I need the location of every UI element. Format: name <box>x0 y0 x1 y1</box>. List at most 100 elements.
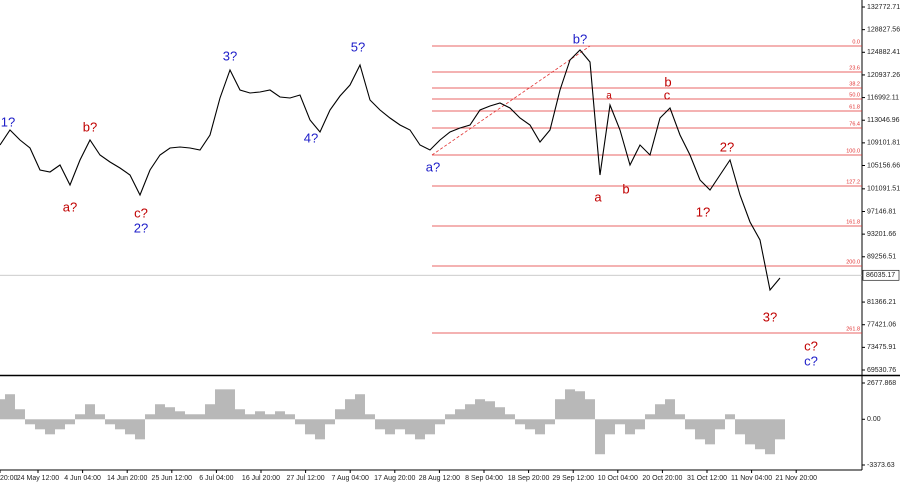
x-tick-label: 20:00 <box>0 475 18 482</box>
wave-label: a? <box>63 199 77 214</box>
y-tick-label: 93201.66 <box>867 231 896 238</box>
osc-bar <box>755 419 765 450</box>
osc-bar <box>175 411 185 420</box>
x-tick-label: 17 Aug 20:00 <box>374 475 415 482</box>
y-tick-label: 2677.868 <box>867 380 896 387</box>
x-tick-label: 11 Nov 04:00 <box>731 475 772 482</box>
fib-level-label: 76.4 <box>849 121 860 127</box>
osc-bar <box>0 399 5 420</box>
osc-bar <box>205 404 215 420</box>
osc-bar <box>645 414 655 420</box>
osc-bar <box>465 404 475 420</box>
fib-level-label: 23.6 <box>849 65 860 71</box>
x-tick-label: 4 Jun 04:00 <box>64 475 101 482</box>
osc-bar <box>595 419 605 455</box>
osc-bar <box>685 419 695 430</box>
last-price-label: 86035.17 <box>866 272 895 279</box>
osc-bar <box>265 414 275 420</box>
osc-bar <box>95 414 105 420</box>
y-tick-label: -3373.63 <box>867 462 895 469</box>
osc-bar <box>85 404 95 420</box>
osc-bar <box>745 419 755 445</box>
x-tick-label: 25 Jun 12:00 <box>152 475 193 482</box>
fib-level-label: 38.2 <box>849 81 860 87</box>
wave-label: 2? <box>134 220 148 235</box>
osc-bar <box>125 419 135 435</box>
osc-bar <box>305 419 315 435</box>
osc-bar <box>185 414 195 420</box>
fib-level-label: 0.0 <box>852 39 860 45</box>
wave-label: a <box>594 189 602 204</box>
x-tick-label: 16 Jul 20:00 <box>242 475 280 482</box>
osc-bar <box>615 419 625 425</box>
osc-bar <box>515 419 525 425</box>
osc-bar <box>395 419 405 430</box>
osc-bar <box>455 409 465 420</box>
x-tick-label: 31 Oct 12:00 <box>687 475 727 482</box>
osc-bar <box>165 407 175 420</box>
x-tick-label: 10 Oct 04:00 <box>598 475 638 482</box>
osc-bar <box>735 419 745 435</box>
osc-bar <box>415 419 425 440</box>
y-tick-label: 0.00 <box>867 416 881 423</box>
x-tick-label: 28 Aug 12:00 <box>419 475 460 482</box>
osc-bar <box>775 419 785 440</box>
osc-bar <box>335 409 345 420</box>
y-tick-label: 120937.26 <box>867 72 900 79</box>
wave-label: c? <box>804 338 818 353</box>
osc-bar <box>705 419 715 445</box>
wave-label: 2? <box>720 139 734 154</box>
osc-bar <box>495 407 505 420</box>
x-tick-label: 27 Jul 12:00 <box>287 475 325 482</box>
osc-bar <box>535 419 545 435</box>
y-tick-label: 89256.51 <box>867 254 896 261</box>
trend-line <box>431 45 591 156</box>
osc-bar <box>565 389 575 420</box>
osc-bar <box>295 419 305 425</box>
wave-label: b? <box>83 119 97 134</box>
osc-bar <box>325 419 335 425</box>
x-tick-label: 7 Aug 04:00 <box>332 475 369 482</box>
osc-bar <box>355 394 365 420</box>
osc-bar <box>525 419 535 430</box>
wave-label: a <box>606 91 612 102</box>
fib-level-label: 50.0 <box>849 92 860 98</box>
wave-label: 4? <box>304 130 318 145</box>
osc-bar <box>555 399 565 420</box>
wave-label: b <box>664 74 671 89</box>
last-price-box <box>862 269 900 281</box>
osc-bar <box>725 414 735 420</box>
y-tick-label: 77421.06 <box>867 322 896 329</box>
osc-bar <box>655 404 665 420</box>
osc-bar <box>435 419 445 425</box>
osc-bar <box>315 419 325 440</box>
osc-bar <box>115 419 125 430</box>
y-tick-label: 97146.81 <box>867 208 896 215</box>
y-tick-label: 105156.66 <box>867 162 900 169</box>
osc-bar <box>285 414 295 420</box>
osc-bar <box>65 419 75 425</box>
osc-bar <box>485 401 495 420</box>
osc-bar <box>55 419 65 430</box>
osc-bar <box>255 411 265 420</box>
y-tick-label: 73475.91 <box>867 344 896 351</box>
wave-label: 5? <box>351 39 365 54</box>
osc-bar <box>715 419 725 430</box>
osc-bar <box>235 409 245 420</box>
osc-bar <box>45 419 55 435</box>
x-tick-label: 21 Nov 20:00 <box>775 475 817 482</box>
osc-bar <box>345 399 355 420</box>
osc-bar <box>425 419 435 435</box>
osc-bar <box>385 419 395 435</box>
osc-bar <box>575 391 585 420</box>
wave-label: c? <box>134 205 148 220</box>
osc-bar <box>245 414 255 420</box>
fib-level-label: 100.0 <box>846 148 860 154</box>
wave-label: a? <box>426 159 440 174</box>
osc-bar <box>195 414 205 420</box>
osc-bar <box>695 419 705 440</box>
osc-bar <box>635 419 645 430</box>
osc-bar <box>505 414 515 420</box>
osc-bar <box>375 419 385 430</box>
